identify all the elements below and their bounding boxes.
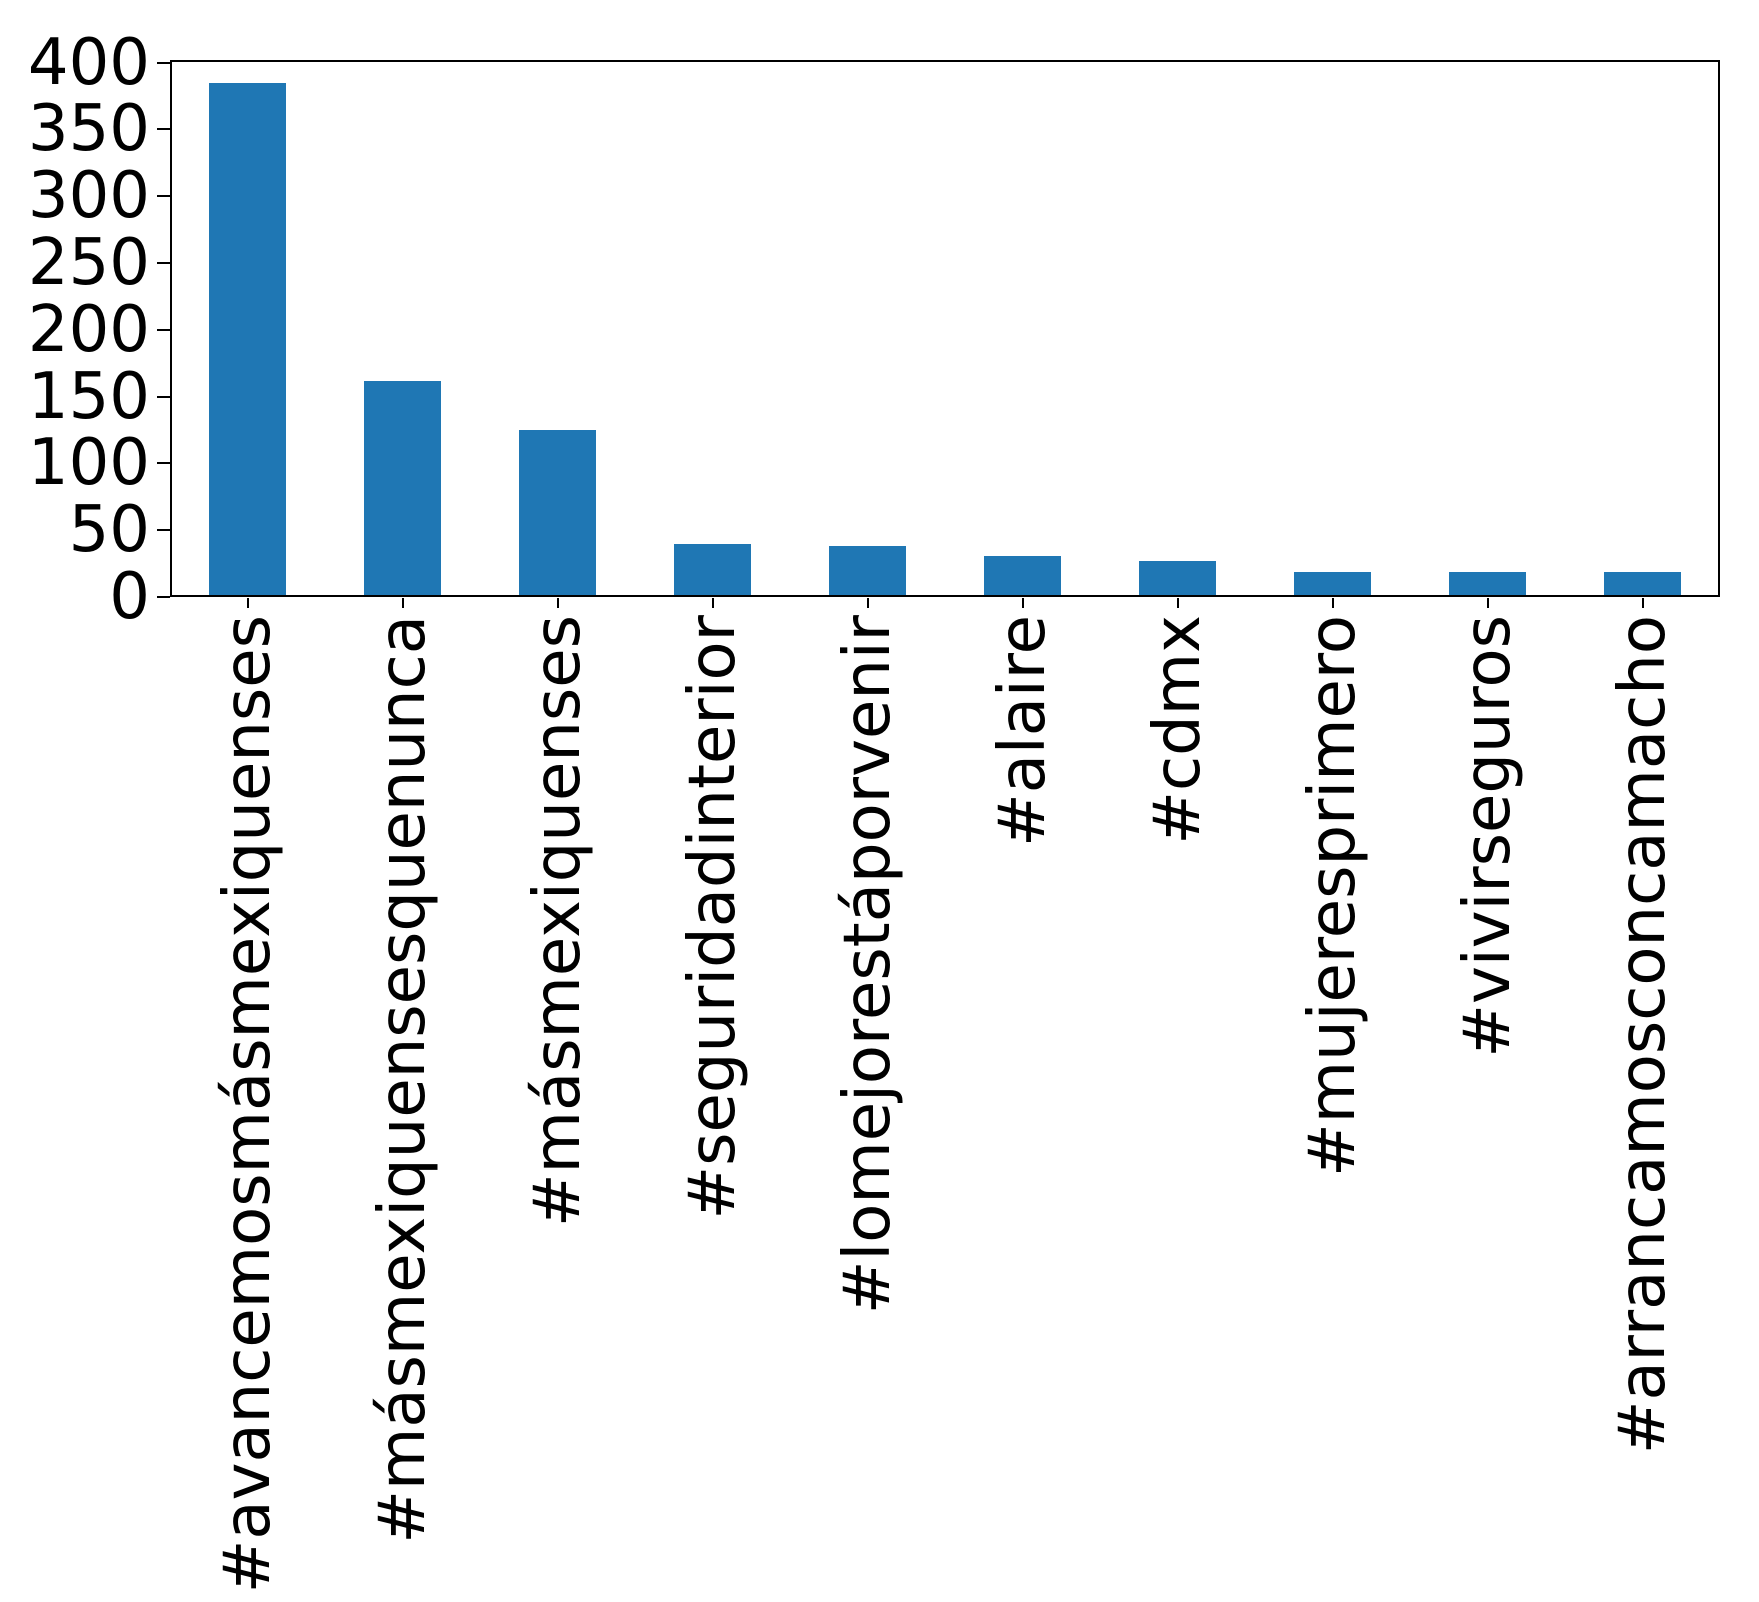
x-tick-label: #alaire (985, 615, 1060, 847)
x-tick-mark (1021, 598, 1024, 608)
bar (983, 555, 1062, 597)
x-tick-label: #lomejorestáporvenir (830, 615, 905, 1315)
y-tick-label: 150 (27, 359, 150, 434)
y-tick-mark (157, 462, 170, 465)
x-tick-mark (246, 598, 249, 608)
y-tick-mark (157, 328, 170, 331)
y-tick-mark (157, 262, 170, 265)
x-tick-label: #másmexiquensesquenunca (365, 615, 440, 1544)
bar (208, 82, 287, 597)
y-tick-mark (157, 61, 170, 64)
x-tick-mark (866, 598, 869, 608)
bar (673, 543, 752, 597)
y-tick-mark (157, 529, 170, 532)
x-tick-mark (1641, 598, 1644, 608)
y-tick-label: 100 (27, 426, 150, 501)
bar (518, 430, 597, 597)
y-tick-label: 200 (27, 292, 150, 367)
x-tick-label: #másmexiquenses (520, 615, 595, 1227)
bar (1138, 560, 1217, 597)
y-tick-label: 300 (27, 159, 150, 234)
x-tick-mark (401, 598, 404, 608)
bar (1448, 571, 1527, 597)
bar (363, 380, 442, 597)
y-tick-label: 50 (68, 493, 150, 568)
y-tick-mark (157, 128, 170, 131)
bar (1293, 571, 1372, 597)
y-tick-label: 0 (109, 560, 150, 634)
x-tick-label: #avancemosmásmexiquenses (210, 615, 285, 1594)
y-tick-mark (157, 195, 170, 198)
x-tick-label: #cdmx (1140, 615, 1215, 845)
x-tick-label: #arrancamosconcamacho (1605, 615, 1680, 1455)
x-tick-label: #vivirseguros (1450, 615, 1525, 1058)
x-tick-label: #seguridadinterior (675, 615, 750, 1220)
x-tick-mark (1331, 598, 1334, 608)
bar (828, 546, 907, 597)
y-tick-label: 400 (27, 25, 150, 100)
x-tick-label: #mujeresprimero (1295, 615, 1370, 1177)
x-tick-mark (556, 598, 559, 608)
bar (1603, 571, 1682, 597)
y-tick-mark (157, 395, 170, 398)
y-tick-label: 250 (27, 226, 150, 301)
x-tick-mark (1486, 598, 1489, 608)
x-tick-mark (711, 598, 714, 608)
x-tick-mark (1176, 598, 1179, 608)
y-tick-label: 350 (27, 92, 150, 167)
y-tick-mark (157, 596, 170, 598)
